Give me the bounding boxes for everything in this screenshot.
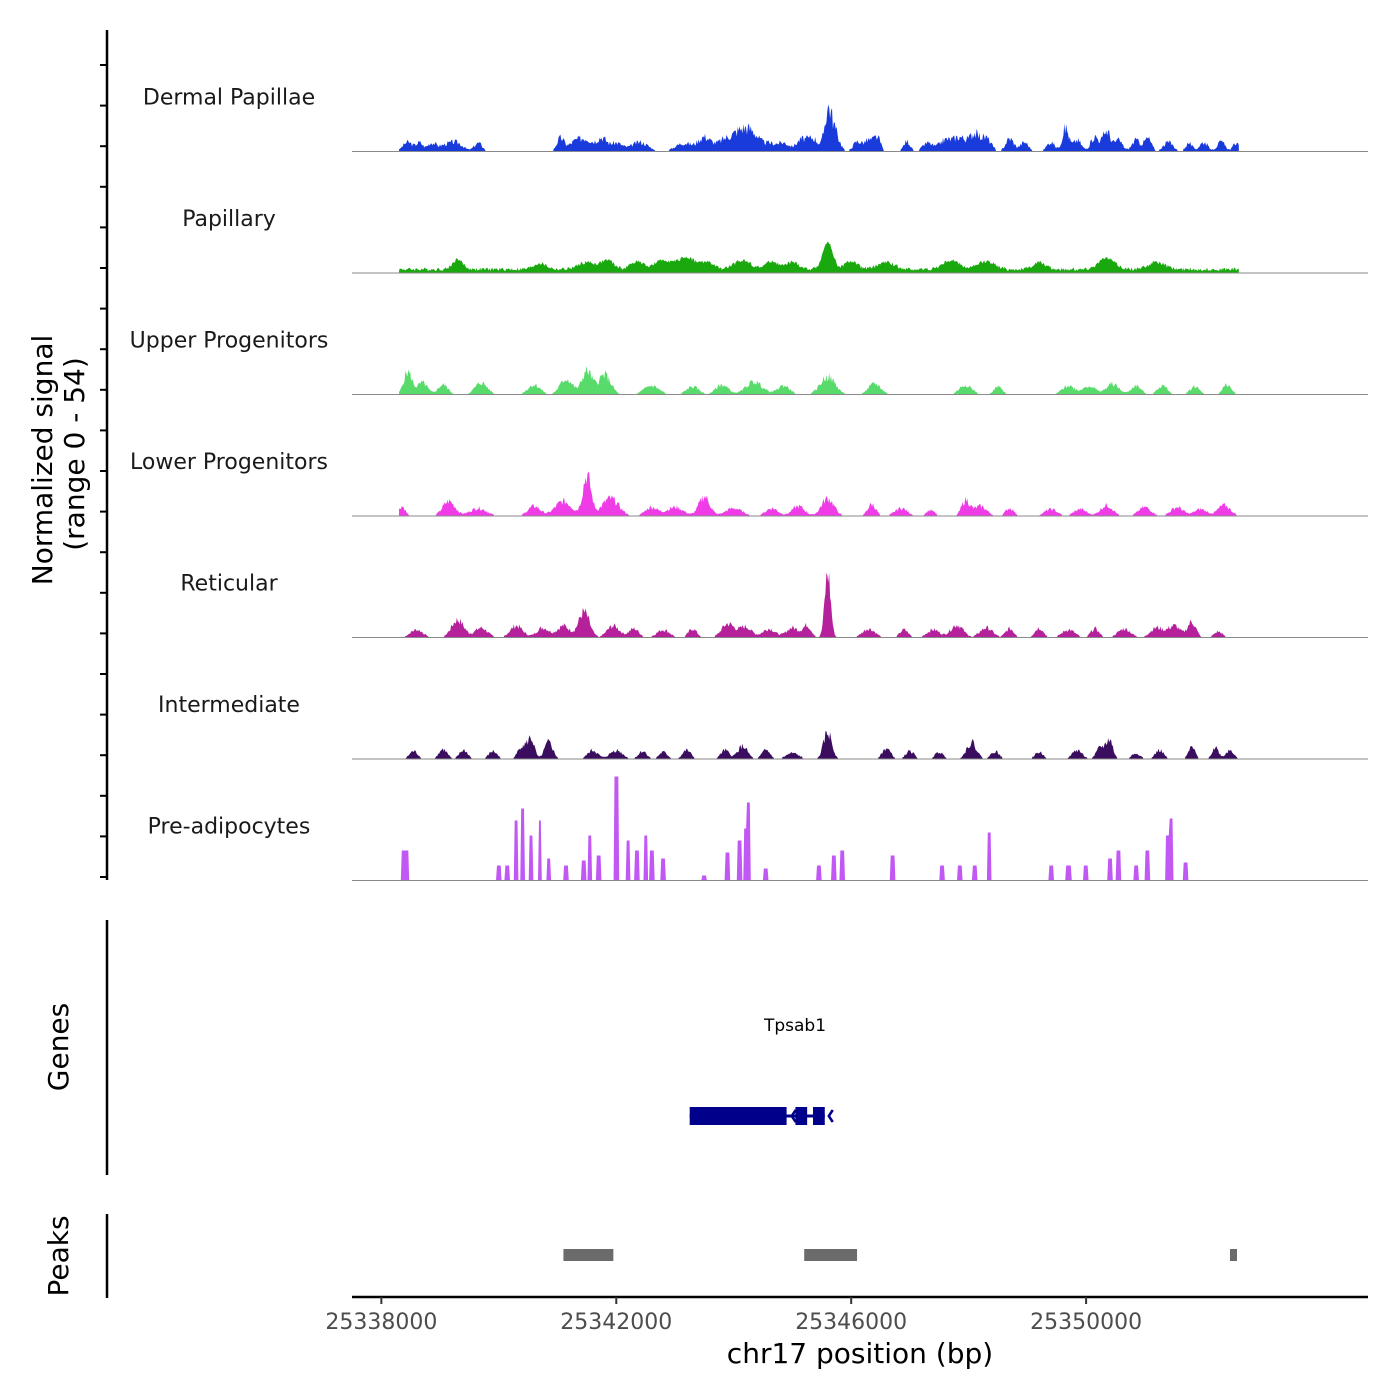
peak-regions [563,1249,1237,1261]
y-axis-title-line2: (range 0 - 54) [58,357,91,551]
strand-arrow [827,1109,834,1123]
track-dermal-papillae: Dermal Papillae [143,86,1368,152]
coverage-tracks: Dermal Papillae Papillary Upper Progenitor… [130,86,1368,881]
track-reticular: Reticular [180,572,1368,638]
coverage-area [399,104,1239,152]
coverage-area [399,471,1239,516]
strand-arrow [718,1109,725,1123]
track-pre-adipocytes: Pre-adipocytes [148,776,1368,881]
strand-arrow [702,1109,709,1123]
signal-y-axis [100,30,109,880]
x-tick-label: 25338000 [325,1310,437,1335]
coverage-area [399,572,1239,638]
track-label: Pre-adipocytes [148,815,311,840]
y-axis-title-line1: Normalized signal [26,335,59,586]
strand-arrow [766,1109,773,1123]
track-label: Upper Progenitors [130,329,329,354]
gene-label: Tpsab1 [763,1016,826,1036]
peak-region [804,1249,858,1261]
x-axis: 25338000 25342000 25346000 25350000 [325,1297,1142,1335]
track-label: Intermediate [158,693,300,718]
gene-exon [689,1107,787,1125]
peaks-track-title: Peaks [42,1215,75,1296]
strand-arrow [790,1109,797,1123]
peak-region [563,1249,614,1261]
track-label: Lower Progenitors [130,450,328,475]
strand-arrow [730,1109,737,1123]
strand-arrow [742,1109,749,1123]
x-tick-label: 25346000 [795,1310,907,1335]
coverage-area [399,241,1239,273]
coverage-area [399,731,1239,759]
gene-model [689,1107,834,1125]
strand-arrow [778,1109,785,1123]
track-label: Reticular [180,572,278,597]
track-label: Papillary [182,207,276,232]
track-lower-progenitors: Lower Progenitors [130,450,1368,517]
strand-arrow [797,1109,804,1123]
x-axis-title: chr17 position (bp) [727,1337,993,1370]
track-papillary: Papillary [182,207,1368,274]
x-tick-label: 25350000 [1030,1310,1142,1335]
coverage-area [399,365,1239,395]
track-label: Dermal Papillae [143,86,315,111]
peak-region [1229,1249,1237,1261]
gene-exon [795,1107,808,1125]
strand-arrow [817,1109,825,1123]
coverage-area [399,776,1239,881]
genes-track-title: Genes [42,1003,75,1091]
x-tick-label: 25342000 [560,1310,672,1335]
track-upper-progenitors: Upper Progenitors [130,329,1368,395]
strand-arrow [754,1109,761,1123]
track-intermediate: Intermediate [158,693,1368,760]
